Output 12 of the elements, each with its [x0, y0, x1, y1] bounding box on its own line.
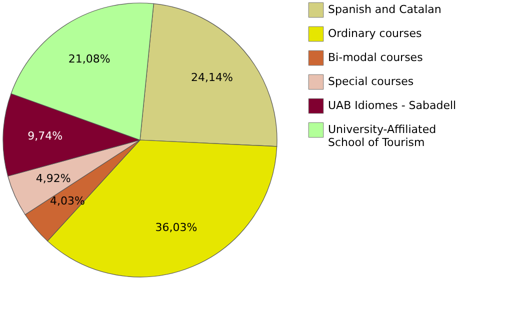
data-label: 4,03%: [50, 194, 85, 208]
legend-label: Special courses: [328, 75, 414, 88]
legend-label: UAB Idiomes - Sabadell: [328, 99, 456, 112]
data-label: 4,92%: [36, 172, 71, 185]
data-label: 24,14%: [190, 70, 233, 84]
legend-label: Ordinary courses: [328, 27, 422, 40]
data-label: 9,74%: [28, 129, 63, 142]
data-label: 21,08%: [68, 52, 110, 66]
legend-label: Bi-modal courses: [328, 51, 424, 64]
legend-label: Spanish and Catalan: [328, 3, 442, 16]
legend-label: University-Affiliated School of Tourism: [328, 123, 436, 149]
data-label: 36,03%: [155, 220, 198, 234]
